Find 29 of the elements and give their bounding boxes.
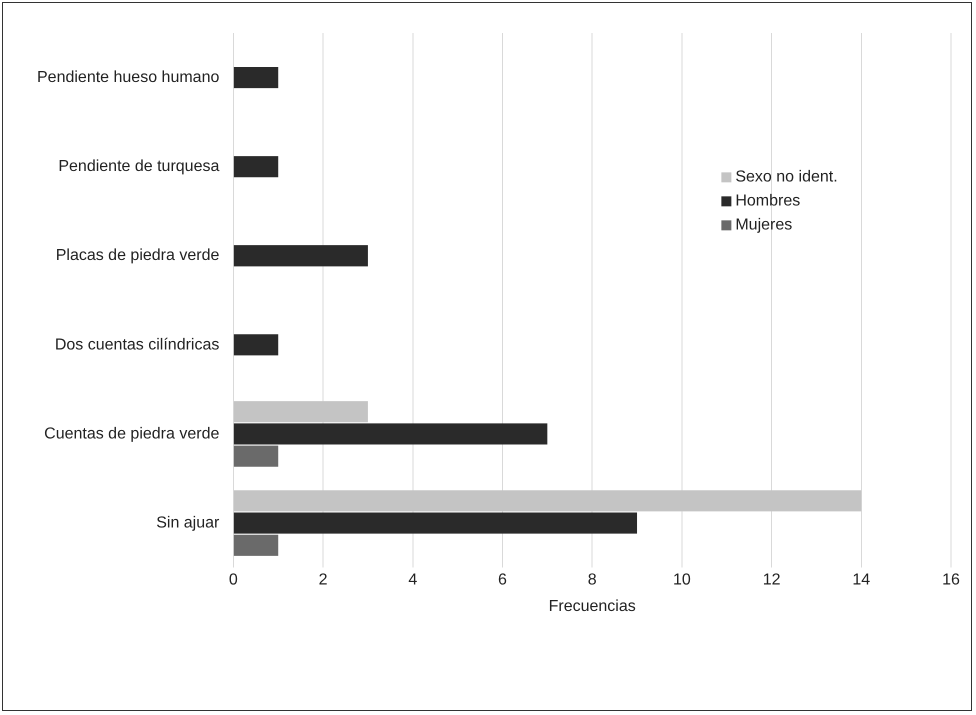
y-tick-label: Sin ajuar [156, 514, 220, 532]
bar [234, 446, 278, 467]
bar [234, 66, 278, 88]
bar [234, 490, 862, 512]
bar [234, 156, 278, 178]
x-tick-label: 6 [498, 572, 508, 589]
legend-label: Hombres [735, 192, 800, 210]
x-tick-label: 2 [318, 572, 328, 589]
bar [234, 423, 548, 445]
y-tick-label: Pendiente de turquesa [58, 158, 220, 176]
x-tick-label: 0 [228, 572, 238, 589]
x-tick-label: 12 [762, 572, 781, 589]
bar [234, 534, 278, 556]
y-tick-label: Pendiente hueso humano [36, 68, 220, 86]
bar [234, 334, 278, 356]
x-tick-label: 4 [408, 572, 418, 589]
y-tick-label: Cuentas de piedra verde [44, 425, 220, 442]
x-tick-label: 10 [672, 572, 691, 589]
legend-label: Mujeres [735, 216, 792, 234]
y-tick-label: Placas de piedra verde [56, 247, 220, 264]
bar [234, 401, 368, 422]
x-axis-title: Frecuencias [548, 598, 636, 615]
legend-label: Sexo no ident. [735, 168, 838, 186]
x-tick-label: 16 [942, 572, 960, 589]
x-tick-label: 8 [588, 572, 597, 589]
bar [234, 245, 368, 266]
bar [234, 512, 638, 534]
x-tick-label: 14 [852, 572, 870, 589]
y-tick-label: Dos cuentas cilíndricas [54, 336, 220, 354]
